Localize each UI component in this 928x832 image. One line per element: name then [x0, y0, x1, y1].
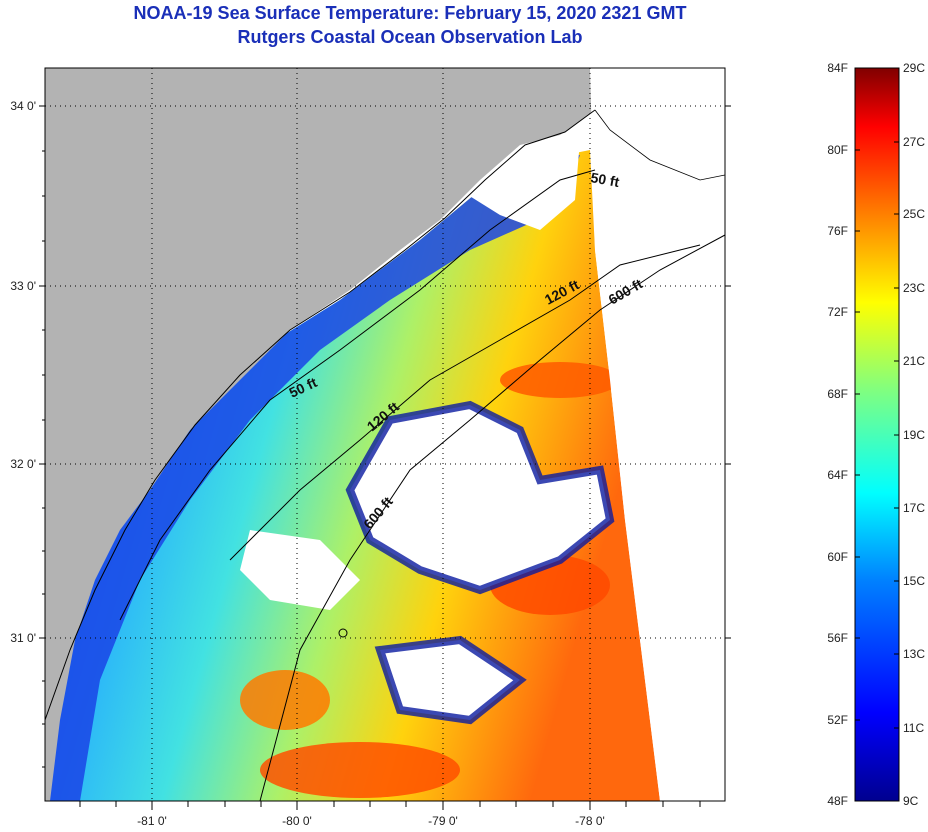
lat-label: 33 0'	[10, 279, 36, 293]
lon-label: -80 0'	[282, 814, 312, 828]
warm-patch-south	[260, 742, 460, 798]
cloud-edge-central	[345, 400, 615, 595]
state-boundary	[594, 109, 725, 181]
lat-label: 34 0'	[10, 99, 36, 113]
coastline	[45, 109, 596, 721]
contour-120ft	[229, 244, 701, 561]
colorbar-f-label: 52F	[827, 713, 848, 727]
lon-label: -78 0'	[575, 814, 605, 828]
graticule	[45, 68, 725, 801]
colorbar-c-label: 23C	[903, 281, 925, 295]
contour-600ft	[259, 234, 725, 801]
colorbar-f-label: 84F	[827, 61, 848, 75]
colorbar-c-label: 27C	[903, 135, 925, 149]
warm-patch-southwest	[240, 670, 330, 730]
colorbar-f-label: 48F	[827, 794, 848, 808]
colorbar-c-label: 17C	[903, 501, 925, 515]
colorbar-f-label: 80F	[827, 143, 848, 157]
colorbar-f-label: 72F	[827, 305, 848, 319]
colorbar-fahrenheit-labels: 84F 80F 76F 72F 68F 64F 60F 56F 52F 48F	[827, 61, 848, 808]
contour-label: 50 ft	[589, 169, 620, 190]
colorbar-f-label: 64F	[827, 468, 848, 482]
colorbar-f-label: 60F	[827, 550, 848, 564]
tick-marks	[39, 105, 731, 810]
colorbar-c-label: 13C	[903, 647, 925, 661]
cloud-edge-south	[374, 635, 527, 725]
cloud-mask-west	[240, 530, 360, 610]
station-marker	[338, 628, 348, 638]
colorbar-celsius-labels: 29C 27C 25C 23C 21C 19C 17C 15C 13C 11C …	[903, 61, 925, 808]
map-subtitle: Rutgers Coastal Ocean Observation Lab	[237, 27, 583, 47]
colorbar	[854, 67, 900, 802]
contour-50ft	[119, 169, 596, 621]
land-mass	[45, 68, 595, 801]
warm-patch-gulfstream	[500, 362, 620, 398]
colorbar-c-label: 19C	[903, 428, 925, 442]
lon-label: -79 0'	[428, 814, 458, 828]
colorbar-c-label: 21C	[903, 354, 925, 368]
colorbar-c-label: 9C	[903, 794, 919, 808]
colorbar-f-label: 56F	[827, 631, 848, 645]
colorbar-c-label: 25C	[903, 207, 925, 221]
no-data-northeast	[590, 68, 725, 801]
map-title: NOAA-19 Sea Surface Temperature: Februar…	[133, 3, 687, 23]
cloud-mask-central	[350, 405, 610, 590]
colorbar-f-label: 76F	[827, 224, 848, 238]
sst-swath	[45, 150, 660, 801]
colorbar-ticks	[855, 141, 899, 729]
lon-label: -81 0'	[137, 814, 167, 828]
colorbar-c-label: 15C	[903, 574, 925, 588]
colorbar-c-label: 29C	[903, 61, 925, 75]
lat-label: 31 0'	[10, 631, 36, 645]
colorbar-f-label: 68F	[827, 387, 848, 401]
lat-label: 32 0'	[10, 457, 36, 471]
colorbar-c-label: 11C	[903, 721, 924, 735]
plot-frame	[44, 67, 726, 802]
